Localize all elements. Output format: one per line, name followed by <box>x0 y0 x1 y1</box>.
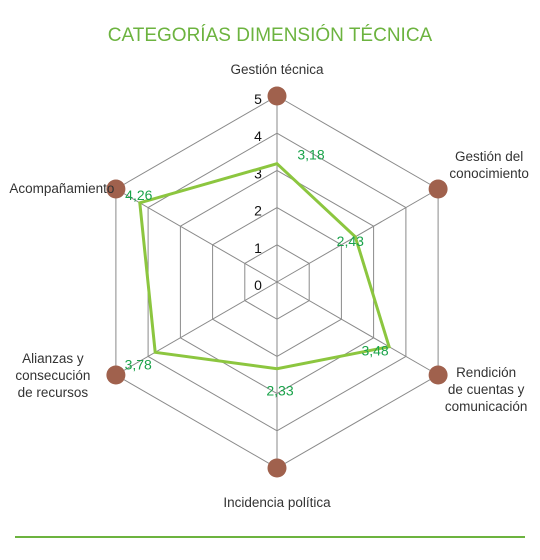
radar-tick-labels: 0 1 2 3 4 5 <box>254 91 262 293</box>
radar-axis-markers <box>106 86 448 478</box>
spoke-2 <box>276 281 439 376</box>
value-label-0: 3,18 <box>297 147 324 163</box>
axis-label-0: Gestión técnica <box>230 62 324 77</box>
tick-label-1: 1 <box>254 240 262 256</box>
value-label-1: 2,43 <box>337 233 364 249</box>
axis-label-5: Acompañamiento <box>9 181 114 196</box>
value-label-3: 2,33 <box>266 383 293 399</box>
radar-series <box>138 162 392 371</box>
axis-marker-3 <box>267 458 287 478</box>
axis-label-4: Alianzas y consecución de recursos <box>15 351 90 400</box>
axis-marker-1 <box>428 179 448 199</box>
axis-label-3: Incidencia política <box>223 495 331 510</box>
tick-label-2: 2 <box>254 203 262 219</box>
radar-axis-labels: Gestión técnica Gestión del conocimiento Re… <box>9 62 529 510</box>
value-label-4: 3,78 <box>125 356 152 372</box>
axis-marker-0 <box>267 86 287 106</box>
tick-label-4: 4 <box>254 128 262 144</box>
spoke-4 <box>115 281 278 376</box>
axis-marker-5 <box>106 179 126 199</box>
axis-label-2: Rendición de cuentas y comunicación <box>445 365 528 414</box>
axis-marker-4 <box>106 365 126 385</box>
series-line-0 <box>138 162 392 371</box>
value-label-2: 3,48 <box>361 343 388 359</box>
tick-label-3: 3 <box>254 165 262 181</box>
spoke-1 <box>276 188 439 283</box>
bottom-rule <box>15 536 525 538</box>
chart-title: CATEGORÍAS DIMENSIÓN TÉCNICA <box>108 24 433 46</box>
axis-label-1: Gestión del conocimiento <box>449 149 529 181</box>
tick-label-0: 0 <box>254 277 262 293</box>
tick-label-5: 5 <box>254 91 262 107</box>
spoke-5 <box>115 188 278 283</box>
radar-value-labels: 3,18 2,43 3,48 2,33 3,78 4,26 <box>125 147 389 399</box>
value-label-5: 4,26 <box>125 187 152 203</box>
radar-spokes <box>115 96 439 468</box>
axis-marker-2 <box>428 365 448 385</box>
